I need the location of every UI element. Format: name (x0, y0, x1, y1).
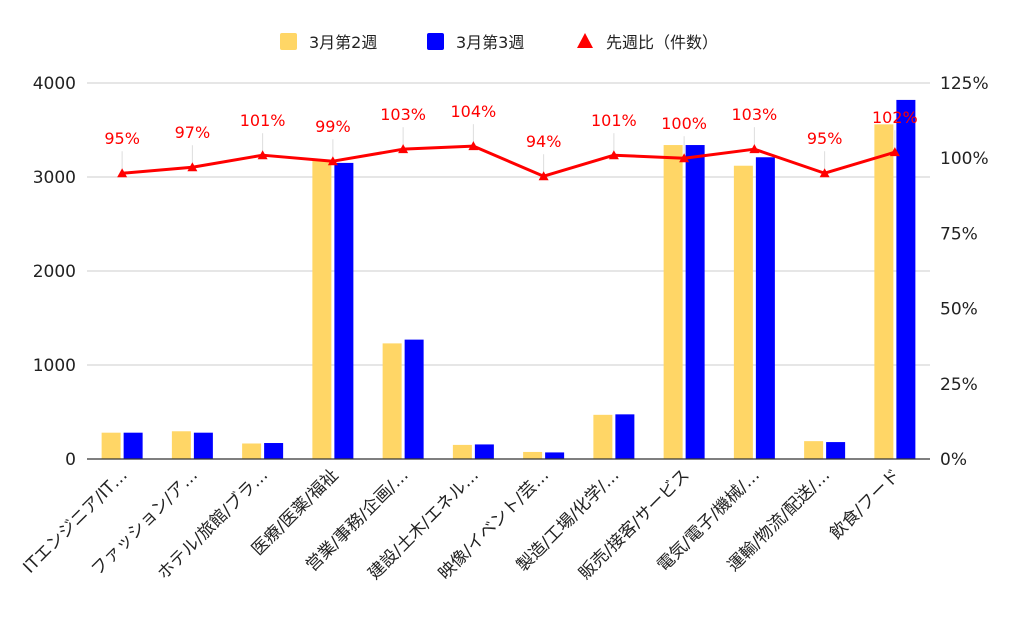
data-label: 94% (526, 132, 562, 151)
bar (264, 443, 284, 459)
bar (242, 443, 262, 459)
data-label: 103% (380, 105, 426, 124)
bar (312, 161, 332, 459)
category-labels: ITエンジニア/IT…ファッション/ア…ホテル/旅館/ブラ…医療/医薬/福祉営業… (20, 465, 905, 584)
bar (593, 414, 613, 459)
left-tick-label: 0 (65, 450, 76, 470)
right-tick-label: 0% (940, 450, 967, 470)
left-tick-label: 3000 (33, 168, 76, 188)
line-point (889, 147, 900, 157)
left-tick-label: 2000 (33, 262, 76, 282)
data-label: 97% (175, 123, 211, 142)
data-label: 102% (872, 108, 918, 127)
line-point (257, 150, 268, 160)
line-point (538, 171, 549, 181)
bar (523, 451, 543, 459)
legend-swatch (427, 33, 444, 50)
bar (193, 432, 213, 459)
data-label: 104% (451, 102, 497, 121)
line-point (749, 144, 760, 154)
left-tick-label: 1000 (33, 356, 76, 376)
bar (663, 145, 683, 460)
bar (826, 442, 846, 459)
category-label: 飲食/フード (826, 465, 904, 543)
legend-marker-triangle (577, 33, 593, 48)
line-point (187, 162, 198, 172)
bar (685, 145, 705, 460)
line-point (679, 153, 690, 163)
left-tick-label: 4000 (33, 74, 76, 94)
right-axis-ticks: 0% 25% 50% 75% 100% 125% (940, 74, 989, 470)
bar (404, 339, 424, 459)
bar (101, 432, 121, 459)
data-label: 100% (661, 114, 707, 133)
bar (733, 165, 753, 459)
data-label: 95% (104, 129, 140, 148)
right-tick-label: 100% (940, 149, 989, 169)
right-tick-label: 125% (940, 74, 989, 94)
legend-swatch (280, 33, 297, 50)
bar (334, 162, 354, 459)
legend-label: 3月第2週 (309, 33, 377, 52)
bar (382, 343, 402, 459)
data-label: 101% (240, 111, 286, 130)
legend-label: 3月第3週 (456, 33, 524, 52)
bar (874, 124, 894, 460)
line-point (398, 144, 409, 154)
data-label: 99% (315, 117, 351, 136)
ratio-line (121, 144, 896, 178)
left-axis-ticks: 0 1000 2000 3000 4000 (33, 74, 76, 470)
right-tick-label: 50% (940, 300, 978, 320)
bar (452, 444, 472, 459)
bar (615, 414, 635, 459)
bar (896, 99, 916, 460)
bar (171, 431, 191, 459)
line-point (327, 156, 338, 166)
bar (123, 432, 143, 459)
legend: 3月第2週 3月第3週 先週比（件数） (280, 33, 718, 52)
line-point (468, 141, 479, 151)
data-label: 101% (591, 111, 637, 130)
gridlines (87, 82, 930, 366)
data-label: 103% (732, 105, 778, 124)
bar (474, 444, 494, 459)
data-label: 95% (807, 129, 843, 148)
line-point (608, 150, 619, 160)
right-tick-label: 75% (940, 224, 978, 244)
ratio-line-series: 95% 97% 101% 99% 103% 104% 94% 101% 100% 103% 95% 1… (104, 102, 918, 181)
bar-series (101, 99, 916, 460)
legend-label: 先週比（件数） (606, 33, 718, 52)
bar (545, 452, 565, 459)
line-point (819, 168, 830, 178)
line-point (117, 168, 128, 178)
right-tick-label: 25% (940, 375, 978, 395)
bar (804, 441, 824, 459)
bar (755, 157, 775, 459)
